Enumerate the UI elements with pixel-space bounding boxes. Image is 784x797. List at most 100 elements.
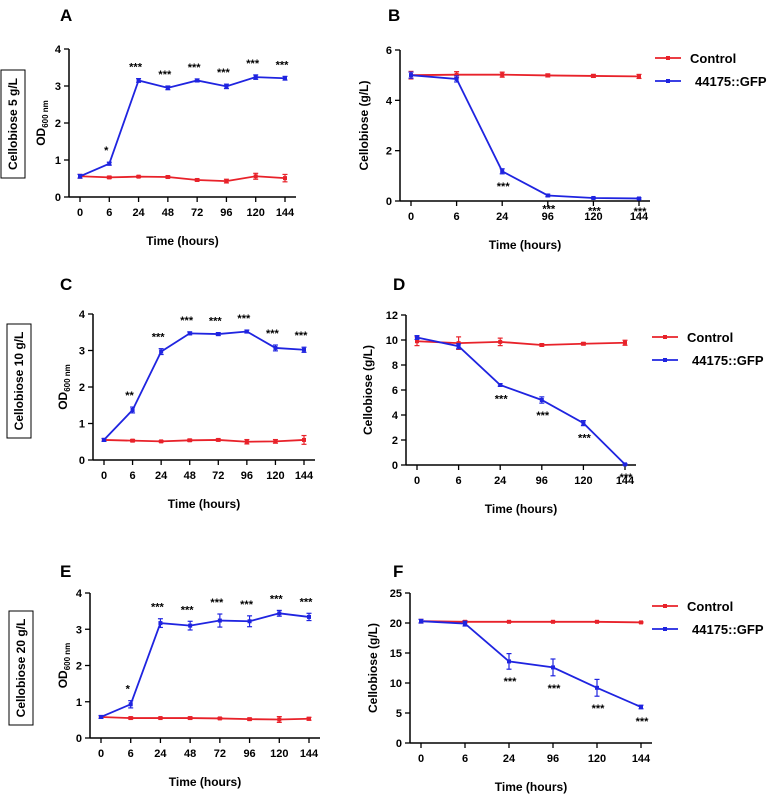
- gfp-data-point: [637, 196, 641, 201]
- gfp-data-point: [539, 398, 544, 402]
- y-axis-title: Cellobiose (g/L): [357, 80, 371, 170]
- significance-marker: ***: [209, 316, 223, 328]
- control-data-point: [623, 340, 627, 345]
- significance-marker: ***: [270, 593, 284, 605]
- gfp-data-point: [595, 685, 599, 690]
- significance-marker: ***: [158, 69, 172, 81]
- gfp-data-point: [623, 462, 627, 467]
- control-series-line: [79, 175, 286, 182]
- legend-gfp-label: 44175::GFP: [692, 622, 764, 637]
- legend-control-label: Control: [690, 51, 736, 66]
- control-data-point: [244, 439, 249, 444]
- gfp-data-point: [545, 193, 550, 198]
- gfp-data-point: [102, 437, 106, 442]
- panel-letter: B: [388, 6, 400, 25]
- x-tick-label: 24: [155, 470, 168, 482]
- x-tick-label: 6: [128, 748, 134, 760]
- x-tick-label: 120: [584, 211, 602, 223]
- legend-gfp-label: 44175::GFP: [695, 74, 767, 89]
- y-tick-label: 12: [386, 310, 398, 322]
- gfp-data-point: [159, 349, 164, 354]
- row-label: Cellobiose 20 g/L: [8, 610, 34, 726]
- gfp-data-point: [99, 714, 103, 719]
- panel-letter: C: [60, 275, 72, 294]
- significance-marker: ***: [246, 58, 260, 70]
- control-series-line: [103, 439, 305, 443]
- x-tick-label: 120: [266, 470, 284, 482]
- significance-marker: ***: [588, 206, 602, 218]
- control-data-point: [253, 174, 258, 179]
- x-axis-title: Time (hours): [168, 497, 240, 511]
- legend-gfp-marker: [666, 79, 670, 83]
- y-tick-label: 0: [396, 738, 402, 750]
- x-tick-label: 0: [414, 475, 420, 487]
- panel-letter: F: [393, 562, 403, 581]
- significance-marker: ***: [152, 332, 166, 344]
- legend-control-label: Control: [687, 330, 733, 345]
- significance-marker: ***: [237, 313, 251, 325]
- gfp-data-point: [247, 619, 252, 624]
- x-tick-label: 96: [241, 470, 253, 482]
- x-tick-label: 96: [542, 211, 554, 223]
- legend-gfp-marker: [663, 627, 667, 631]
- y-tick-label: 10: [390, 678, 402, 690]
- x-axis-title: Time (hours): [485, 502, 557, 516]
- x-tick-label: 144: [295, 470, 314, 482]
- legend-control-marker: [666, 56, 670, 60]
- row-label-box: [8, 610, 34, 726]
- gfp-data-point: [158, 621, 163, 626]
- gfp-data-point: [130, 407, 135, 412]
- control-data-point: [195, 177, 200, 182]
- x-tick-label: 48: [162, 207, 174, 219]
- legend-control-marker: [663, 335, 667, 339]
- significance-marker: ***: [620, 472, 634, 484]
- control-data-point: [639, 620, 643, 625]
- gfp-series-line: [420, 620, 642, 708]
- significance-marker: *: [126, 684, 131, 696]
- control-data-point: [302, 437, 306, 442]
- control-data-point: [454, 72, 459, 77]
- significance-marker: **: [125, 390, 134, 402]
- y-tick-label: 0: [386, 196, 392, 208]
- significance-marker: ***: [634, 206, 648, 218]
- y-tick-label: 10: [386, 335, 398, 347]
- y-axis-title: Cellobiose (g/L): [366, 623, 380, 713]
- x-tick-label: 72: [214, 748, 226, 760]
- gfp-data-point: [216, 332, 221, 337]
- y-axis-title: OD600 nm: [56, 643, 72, 689]
- significance-marker: ***: [188, 62, 202, 74]
- control-data-point: [456, 341, 461, 346]
- x-tick-label: 72: [191, 207, 203, 219]
- control-data-point: [136, 174, 141, 179]
- y-tick-label: 1: [55, 155, 61, 167]
- y-tick-label: 2: [386, 146, 392, 158]
- significance-marker: ***: [210, 597, 224, 609]
- x-tick-label: 24: [496, 211, 509, 223]
- x-tick-label: 120: [270, 748, 288, 760]
- x-axis-title: Time (hours): [489, 238, 561, 252]
- x-tick-label: 0: [77, 207, 83, 219]
- control-data-point: [551, 619, 555, 624]
- gfp-data-point: [415, 335, 419, 340]
- x-tick-label: 24: [503, 753, 516, 765]
- panel-e: E 0 1 2 3 4 0 6 24 48 72 96 120 144 Time (hours) OD600 …: [56, 562, 320, 789]
- gfp-data-point: [581, 421, 586, 426]
- panel-a: A 0 1 2 3 4 0 6 24 48 72 96 120 144 Time (hours) OD600 …: [34, 6, 296, 248]
- y-tick-label: 8: [392, 360, 398, 372]
- significance-marker: ***: [295, 330, 309, 342]
- gfp-data-point: [307, 614, 311, 619]
- gfp-data-point: [283, 76, 287, 81]
- y-tick-label: 2: [76, 661, 82, 673]
- control-data-point: [188, 716, 193, 721]
- x-tick-label: 144: [276, 207, 295, 219]
- y-tick-label: 6: [392, 385, 398, 397]
- x-tick-label: 6: [462, 753, 468, 765]
- x-tick-label: 120: [574, 475, 592, 487]
- row-label: Cellobiose 10 g/L: [6, 323, 32, 439]
- significance-marker: ***: [180, 315, 194, 327]
- gfp-data-point: [500, 169, 505, 174]
- panel-letter: A: [60, 6, 72, 25]
- y-tick-label: 20: [390, 618, 402, 630]
